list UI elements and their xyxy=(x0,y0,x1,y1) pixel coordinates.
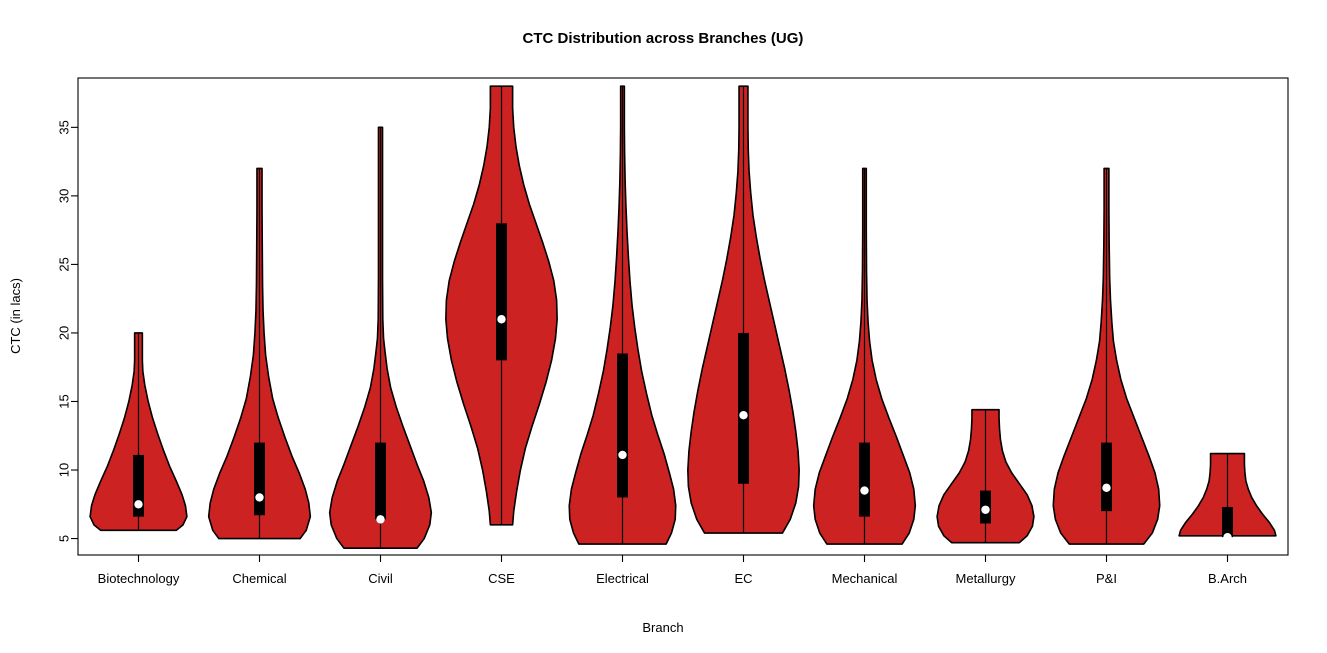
violin-metallurgy xyxy=(936,408,1035,544)
violin-median-point xyxy=(134,500,143,509)
y-tick-label: 30 xyxy=(57,189,72,203)
page-title: CTC Distribution across Branches (UG) xyxy=(523,30,804,47)
x-tick-label-ec: EC xyxy=(734,571,752,586)
y-tick-label: 25 xyxy=(57,257,72,271)
violin-median-point xyxy=(739,410,748,420)
violin-median-point xyxy=(860,486,869,495)
violin-iqr-box xyxy=(1101,442,1112,512)
y-axis: 5 10 15 20 25 30 35 xyxy=(57,120,78,542)
violin-biotechnology xyxy=(89,332,188,532)
violin-iqr-box xyxy=(859,442,870,517)
violin-median-point xyxy=(981,505,990,514)
violin-iqr-box xyxy=(496,223,507,361)
violin-electrical xyxy=(568,85,677,545)
violin-civil xyxy=(328,126,433,549)
violin-chemical xyxy=(207,167,312,540)
violin-median-point xyxy=(376,515,385,524)
x-axis-label: Branch xyxy=(642,620,683,635)
violin-median-point xyxy=(1102,483,1111,493)
violin-iqr-box xyxy=(617,353,628,498)
x-tick-label-b-arch: B.Arch xyxy=(1208,571,1247,586)
x-axis: Biotechnology Chemical Civil CSE Electrical E… xyxy=(98,555,1247,586)
y-tick-label: 35 xyxy=(57,120,72,134)
violin-median-point xyxy=(255,493,264,502)
violin-ec xyxy=(687,85,800,534)
x-tick-label-mechanical: Mechanical xyxy=(832,571,898,586)
y-tick-label: 20 xyxy=(57,326,72,340)
violin-iqr-box xyxy=(375,442,386,520)
x-tick-label-civil: Civil xyxy=(368,571,393,586)
violin-series-group xyxy=(89,85,1277,549)
violin-median-point xyxy=(497,315,506,324)
violin-iqr-box xyxy=(254,442,265,516)
violin-median-point xyxy=(618,450,627,460)
violin-iqr-box xyxy=(133,454,144,517)
y-tick-label: 5 xyxy=(57,535,72,542)
plot-border xyxy=(77,77,1289,556)
violin-b-arch xyxy=(1178,452,1277,542)
x-tick-label-metallurgy: Metallurgy xyxy=(956,571,1016,586)
x-tick-label-cse: CSE xyxy=(488,571,515,586)
violin-p-i xyxy=(1052,167,1161,545)
y-axis-label: CTC (in lacs) xyxy=(8,278,23,354)
violin-cse xyxy=(445,85,558,526)
violin-iqr-box xyxy=(1222,507,1233,538)
x-tick-label-p-i: P&I xyxy=(1096,571,1117,586)
violin-mechanical xyxy=(812,167,917,545)
y-tick-label: 10 xyxy=(57,463,72,477)
y-tick-label: 15 xyxy=(57,394,72,408)
x-tick-label-chemical: Chemical xyxy=(232,571,286,586)
violin-iqr-box xyxy=(738,332,749,484)
plot-frame xyxy=(77,77,1289,556)
x-tick-label-electrical: Electrical xyxy=(596,571,649,586)
x-tick-label-biotechnology: Biotechnology xyxy=(98,571,180,586)
violin-median-point xyxy=(1223,532,1232,542)
